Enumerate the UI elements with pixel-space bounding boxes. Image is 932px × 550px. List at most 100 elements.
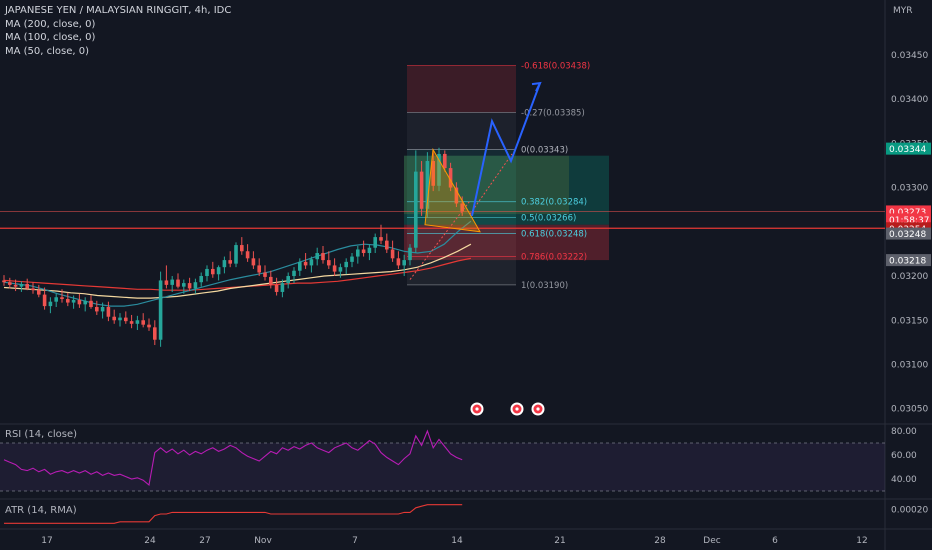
candle-body <box>460 203 464 212</box>
candle-body <box>356 249 360 257</box>
ma50-legend[interactable]: MA (50, close, 0) <box>5 45 90 57</box>
fib-level-label: -0.27(0.03385) <box>521 108 585 118</box>
candle-body <box>83 300 87 305</box>
candle-body <box>419 171 424 209</box>
candle-body <box>286 276 290 284</box>
x-tick-label: 14 <box>451 536 463 546</box>
price-tag <box>886 227 931 240</box>
candle-body <box>66 299 70 303</box>
x-tick-label: 24 <box>144 536 156 546</box>
rsi-pane-label[interactable]: RSI (14, close) <box>5 429 78 440</box>
fib-level-label: 0.382(0.03284) <box>521 198 587 208</box>
position-stop-zone <box>404 224 609 261</box>
candle-body <box>2 280 6 283</box>
triangle-pattern <box>424 147 481 233</box>
x-tick-label: 21 <box>554 536 565 546</box>
candle-body <box>251 258 256 266</box>
event-marker-center <box>515 407 519 411</box>
candle-body <box>396 258 401 266</box>
candle-body <box>106 306 111 317</box>
event-marker-center <box>475 407 479 411</box>
candle-body <box>303 261 308 266</box>
candle-body <box>25 283 29 289</box>
candle-body <box>228 260 232 264</box>
fib-zone <box>407 65 516 113</box>
atr-tick-label: 0.00020 <box>891 505 928 515</box>
candle-body <box>443 153 447 169</box>
candle-body <box>31 288 35 291</box>
fib-level-label: -0.618(0.03438) <box>521 61 590 71</box>
ma50-line <box>3 220 472 307</box>
fib-level-label: 0(0.03343) <box>521 146 568 156</box>
x-tick-label: 27 <box>199 536 210 546</box>
candle-body <box>100 306 105 312</box>
candle-body <box>158 280 163 340</box>
candle-body <box>425 161 430 209</box>
candle-body <box>269 276 273 285</box>
candle-body <box>274 284 279 292</box>
y-tick-label: 0.03400 <box>891 95 928 105</box>
candle-body <box>8 282 12 285</box>
candle-body <box>60 297 64 300</box>
candle-body <box>193 282 198 289</box>
rsi-line <box>3 429 463 487</box>
candle-body <box>448 168 453 188</box>
candle-body <box>280 283 285 292</box>
candle-body <box>361 249 366 254</box>
candle-body <box>379 237 383 241</box>
price-tag-label: 0.03248 <box>889 230 926 240</box>
candle-body <box>216 267 221 275</box>
y-tick-label: 0.03200 <box>891 272 928 282</box>
chart-legend: JAPANESE YEN / MALAYSIAN RINGGIT, 4h, ID… <box>5 4 231 58</box>
y-tick-label: 0.03050 <box>891 405 928 415</box>
price-tag <box>886 142 931 155</box>
candle-body <box>437 153 441 186</box>
candle-body <box>373 237 377 248</box>
candle-body <box>211 268 215 275</box>
price-tag-label: 0.03344 <box>889 145 926 155</box>
candle-body <box>315 253 319 260</box>
candle-body <box>71 299 76 303</box>
candle-body <box>129 321 134 324</box>
ma100-legend[interactable]: MA (100, close, 0) <box>5 32 96 43</box>
candle-body <box>141 320 145 325</box>
y-tick-label: 0.03100 <box>891 360 928 370</box>
event-marker-center <box>536 407 540 411</box>
candle-body <box>42 294 47 307</box>
candle-body <box>13 284 18 287</box>
x-tick-label: 6 <box>772 536 778 546</box>
price-tag-label: 0.03273 <box>889 208 926 218</box>
chart-title: JAPANESE YEN / MALAYSIAN RINGGIT, 4h, ID… <box>5 5 232 16</box>
candle-body <box>414 171 418 248</box>
currency-label: MYR <box>893 6 913 16</box>
ma100-line <box>3 243 472 299</box>
candle-body <box>187 283 192 289</box>
candle-body <box>153 327 157 340</box>
projection-path <box>471 82 541 217</box>
candle-body <box>240 245 244 252</box>
candle-body <box>118 317 122 321</box>
candle-body <box>234 245 238 264</box>
ma200-legend[interactable]: MA (200, close, 0) <box>5 18 96 30</box>
candle-body <box>309 259 314 266</box>
candle-body <box>77 299 82 305</box>
candle-body <box>402 260 406 266</box>
candle-body <box>124 317 128 322</box>
price-tag-label: 01:58:37 <box>889 216 929 226</box>
y-tick-label: 0.03300 <box>891 184 928 194</box>
y-tick-label: 0.03150 <box>891 316 928 326</box>
candle-body <box>327 260 331 266</box>
candle-body <box>95 306 99 312</box>
fib-level-label: 0.5(0.03266) <box>521 214 576 224</box>
candle-body <box>332 265 337 272</box>
dashed-trendline <box>469 153 513 215</box>
atr-pane-label[interactable]: ATR (14, RMA) <box>5 505 77 516</box>
fib-zone <box>407 112 516 150</box>
candle-body <box>89 300 93 307</box>
candle-body <box>54 297 58 302</box>
fib-level-label: 0.618(0.03248) <box>521 230 587 240</box>
atr-line <box>4 504 463 524</box>
candle-body <box>344 261 348 268</box>
